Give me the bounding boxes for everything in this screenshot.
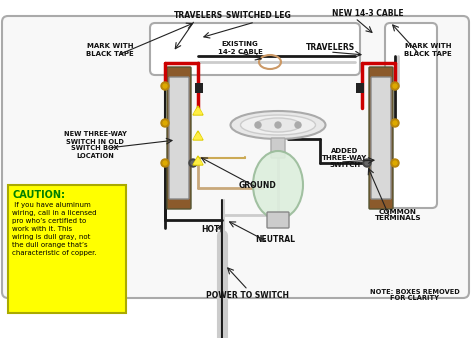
Circle shape — [391, 119, 399, 127]
FancyBboxPatch shape — [356, 83, 364, 93]
Ellipse shape — [253, 151, 303, 219]
FancyBboxPatch shape — [2, 16, 469, 298]
Text: NEW 14-3 CABLE: NEW 14-3 CABLE — [332, 9, 404, 19]
Circle shape — [363, 159, 371, 167]
Text: NOTE: BOXES REMOVED
FOR CLARITY: NOTE: BOXES REMOVED FOR CLARITY — [370, 289, 460, 301]
Polygon shape — [193, 156, 203, 165]
Circle shape — [163, 121, 167, 125]
Circle shape — [393, 121, 397, 125]
Circle shape — [365, 161, 369, 165]
FancyBboxPatch shape — [385, 23, 437, 208]
Polygon shape — [194, 133, 202, 139]
FancyBboxPatch shape — [271, 138, 285, 158]
Polygon shape — [193, 106, 203, 115]
Ellipse shape — [230, 111, 326, 139]
Circle shape — [275, 122, 281, 128]
Text: GROUND: GROUND — [239, 180, 277, 190]
Circle shape — [255, 122, 261, 128]
Text: NEUTRAL: NEUTRAL — [255, 236, 295, 244]
Text: EXISTING
14-2 CABLE: EXISTING 14-2 CABLE — [218, 42, 263, 54]
FancyBboxPatch shape — [195, 83, 203, 93]
Circle shape — [393, 84, 397, 88]
Circle shape — [189, 159, 197, 167]
FancyBboxPatch shape — [8, 185, 126, 313]
Text: If you have aluminum
wiring, call in a licensed
pro who’s certified to
work with: If you have aluminum wiring, call in a l… — [12, 202, 97, 256]
Text: ADDED
THREE-WAY
SWITCH: ADDED THREE-WAY SWITCH — [322, 148, 368, 168]
Text: NEW THREE-WAY
SWITCH IN OLD
SWITCH BOX
LOCATION: NEW THREE-WAY SWITCH IN OLD SWITCH BOX L… — [64, 131, 127, 159]
Circle shape — [161, 119, 169, 127]
Text: MARK WITH
BLACK TAPE: MARK WITH BLACK TAPE — [86, 44, 134, 56]
FancyBboxPatch shape — [167, 67, 191, 209]
Text: MARK WITH
BLACK TAPE: MARK WITH BLACK TAPE — [404, 44, 452, 56]
Polygon shape — [193, 131, 203, 140]
Circle shape — [163, 161, 167, 165]
Circle shape — [163, 84, 167, 88]
Circle shape — [393, 161, 397, 165]
Circle shape — [391, 82, 399, 90]
Circle shape — [391, 159, 399, 167]
Text: POWER TO SWITCH: POWER TO SWITCH — [207, 290, 290, 299]
Circle shape — [161, 82, 169, 90]
Ellipse shape — [240, 115, 316, 135]
Text: CAUTION:: CAUTION: — [12, 190, 65, 200]
Text: COMMON
TERMINALS: COMMON TERMINALS — [374, 209, 421, 221]
Text: SWITCHED LEG: SWITCHED LEG — [226, 10, 291, 20]
Text: TRAVELERS: TRAVELERS — [305, 44, 355, 52]
Polygon shape — [194, 158, 202, 164]
FancyBboxPatch shape — [150, 23, 360, 75]
FancyBboxPatch shape — [267, 212, 289, 228]
FancyBboxPatch shape — [169, 77, 189, 199]
Circle shape — [191, 161, 195, 165]
Text: HOT: HOT — [201, 225, 219, 235]
Circle shape — [161, 159, 169, 167]
FancyBboxPatch shape — [369, 67, 393, 209]
Circle shape — [295, 122, 301, 128]
Text: TRAVELERS: TRAVELERS — [173, 10, 223, 20]
FancyBboxPatch shape — [371, 77, 391, 199]
Polygon shape — [194, 108, 202, 114]
Ellipse shape — [255, 118, 301, 132]
